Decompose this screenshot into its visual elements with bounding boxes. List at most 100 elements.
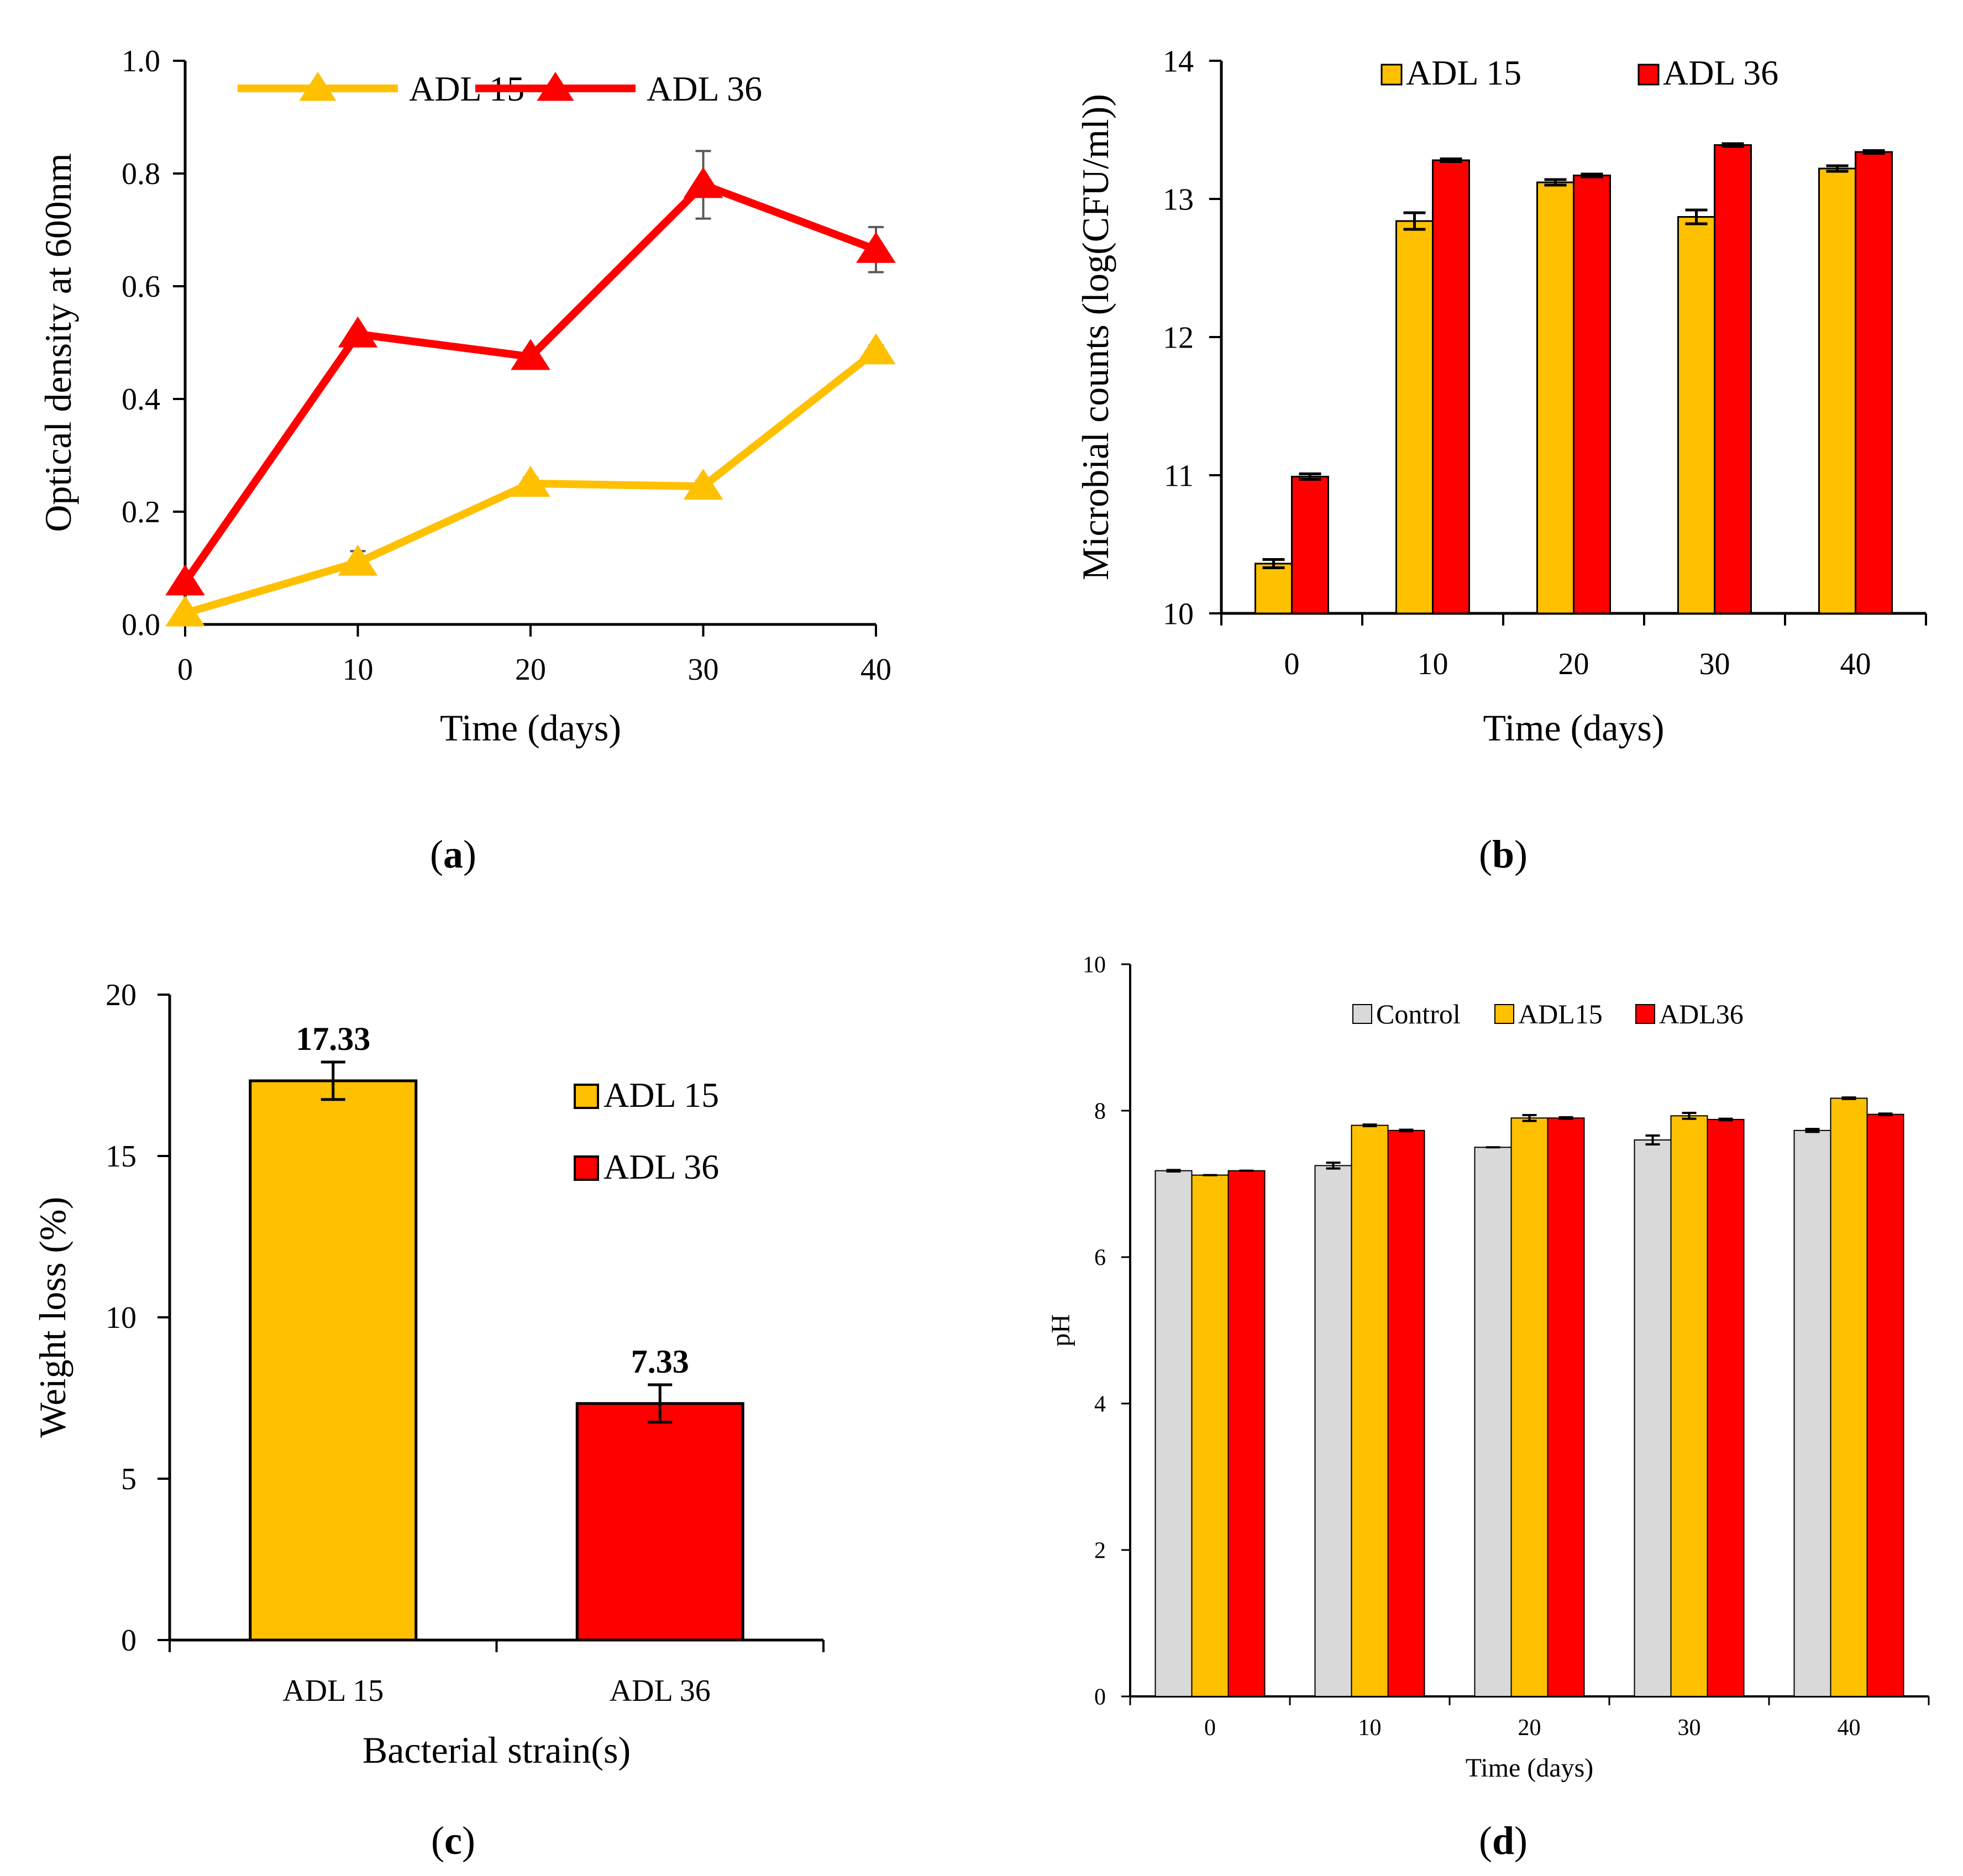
caption-c-letter: c (444, 1819, 462, 1863)
y-tick-label: 0.2 (122, 495, 160, 529)
legend-label: Control (1376, 999, 1461, 1029)
data-point (511, 466, 550, 497)
bar (1793, 1129, 1831, 1697)
data-point (165, 595, 205, 627)
y-tick-label: 0.6 (122, 270, 160, 304)
caption-a-letter: a (443, 832, 463, 876)
y-tick-label: 10 (1163, 597, 1194, 632)
bar (1154, 1170, 1193, 1697)
y-axis-title: Optical density at 600nm (37, 153, 79, 532)
legend-label: ADL 15 (603, 1075, 719, 1115)
data-point (856, 333, 896, 365)
x-axis-title: Bacterial strain(s) (363, 1729, 631, 1771)
caption-d-letter: d (1492, 1819, 1514, 1863)
bar (1351, 1124, 1389, 1697)
legend-label: ADL 15 (1406, 53, 1521, 92)
y-tick-label: 13 (1163, 183, 1194, 217)
bar (1818, 167, 1856, 614)
data-point (165, 564, 205, 596)
x-tick-label: 30 (1699, 647, 1730, 681)
x-tick-label: ADL 36 (610, 1674, 711, 1708)
x-tick-label: 20 (515, 653, 546, 687)
y-tick-label: 0.4 (122, 382, 160, 417)
y-tick-label: 0.0 (122, 608, 160, 642)
x-tick-label: 30 (688, 653, 719, 687)
bar (1291, 476, 1329, 614)
bar (1387, 1129, 1425, 1697)
y-tick-label: 6 (1094, 1246, 1106, 1271)
x-axis-title: Time (days) (440, 707, 621, 749)
data-point (683, 469, 723, 500)
y-tick-label: 11 (1164, 459, 1194, 493)
x-axis-title: Time (days) (1466, 1753, 1594, 1783)
bar (1432, 159, 1470, 614)
legend-swatch (1494, 1004, 1514, 1024)
x-tick-label: 10 (1418, 647, 1448, 681)
x-tick-label: 0 (1204, 1715, 1216, 1741)
data-point (338, 316, 378, 348)
x-tick-label: ADL 15 (282, 1674, 384, 1708)
x-tick-label: 0 (177, 653, 193, 687)
y-tick-label: 12 (1163, 321, 1194, 355)
bar (1573, 175, 1611, 614)
x-tick-label: 10 (1358, 1715, 1382, 1741)
legend-label: ADL 36 (603, 1147, 719, 1186)
y-axis-title: pH (1046, 1314, 1075, 1347)
legend-marker (537, 72, 574, 101)
legend-marker (299, 72, 337, 101)
legend-label: ADL 36 (647, 69, 762, 108)
y-tick-label: 0.8 (122, 157, 160, 191)
y-tick-label: 5 (121, 1462, 137, 1496)
y-tick-label: 1.0 (122, 44, 160, 78)
bar (1395, 220, 1434, 614)
data-point (683, 167, 723, 198)
y-tick-label: 8 (1094, 1099, 1106, 1124)
y-tick-label: 10 (106, 1301, 137, 1335)
caption-c: (c) (431, 1819, 475, 1863)
data-point (338, 544, 378, 576)
series-line-adl36 (182, 181, 878, 585)
caption-d: (d) (1479, 1819, 1528, 1863)
bar (1830, 1097, 1868, 1697)
caption-b: (b) (1479, 832, 1528, 876)
bar (575, 1402, 744, 1642)
bar (1677, 216, 1715, 614)
bar (1634, 1139, 1672, 1697)
bar (1510, 1117, 1549, 1697)
y-tick-label: 4 (1094, 1392, 1106, 1417)
bar (1670, 1115, 1708, 1697)
bar (1855, 151, 1893, 614)
x-tick-label: 10 (343, 653, 374, 687)
y-tick-label: 10 (1083, 953, 1106, 978)
panel-b-bar-chart: 10 11 12 13 14 0 10 20 30 40 Time (days) Microbial … (1074, 45, 1927, 749)
y-tick-label: 20 (106, 978, 137, 1012)
legend-label: ADL 36 (1663, 53, 1778, 92)
x-tick-label: 40 (1840, 647, 1871, 681)
x-axis-title: Time (days) (1483, 707, 1664, 749)
bar (1547, 1117, 1585, 1697)
legend-swatch (1381, 64, 1403, 86)
caption-b-letter: b (1492, 832, 1514, 876)
bar (1255, 563, 1293, 614)
legend-label: ADL15 (1518, 999, 1603, 1029)
x-tick-label: 40 (1838, 1715, 1861, 1741)
bar (1536, 181, 1574, 614)
legend-swatch (1635, 1004, 1655, 1024)
x-tick-label: 20 (1518, 1715, 1541, 1741)
bar (1474, 1147, 1512, 1697)
y-axis-title: Microbial counts (log(CFU/ml)) (1074, 94, 1116, 580)
legend-swatch (574, 1155, 599, 1181)
x-tick-label: 0 (1284, 647, 1300, 681)
y-tick-label: 0 (1094, 1685, 1106, 1710)
data-point (511, 339, 550, 370)
x-tick-label: 30 (1678, 1715, 1701, 1741)
panel-a-line-chart: 0.0 0.2 0.4 0.6 0.8 1.0 0 10 20 30 40 Time (days) Op… (37, 44, 896, 749)
data-point (856, 232, 896, 263)
bar (1314, 1165, 1352, 1697)
x-tick-label: 40 (860, 653, 891, 687)
bar (1707, 1118, 1745, 1697)
panel-d-bar-chart: 0 2 4 6 8 10 0 10 20 30 40 Time (days) pH Control ADL1… (1046, 953, 1930, 1783)
bar (1227, 1170, 1266, 1697)
bar (1191, 1174, 1229, 1698)
